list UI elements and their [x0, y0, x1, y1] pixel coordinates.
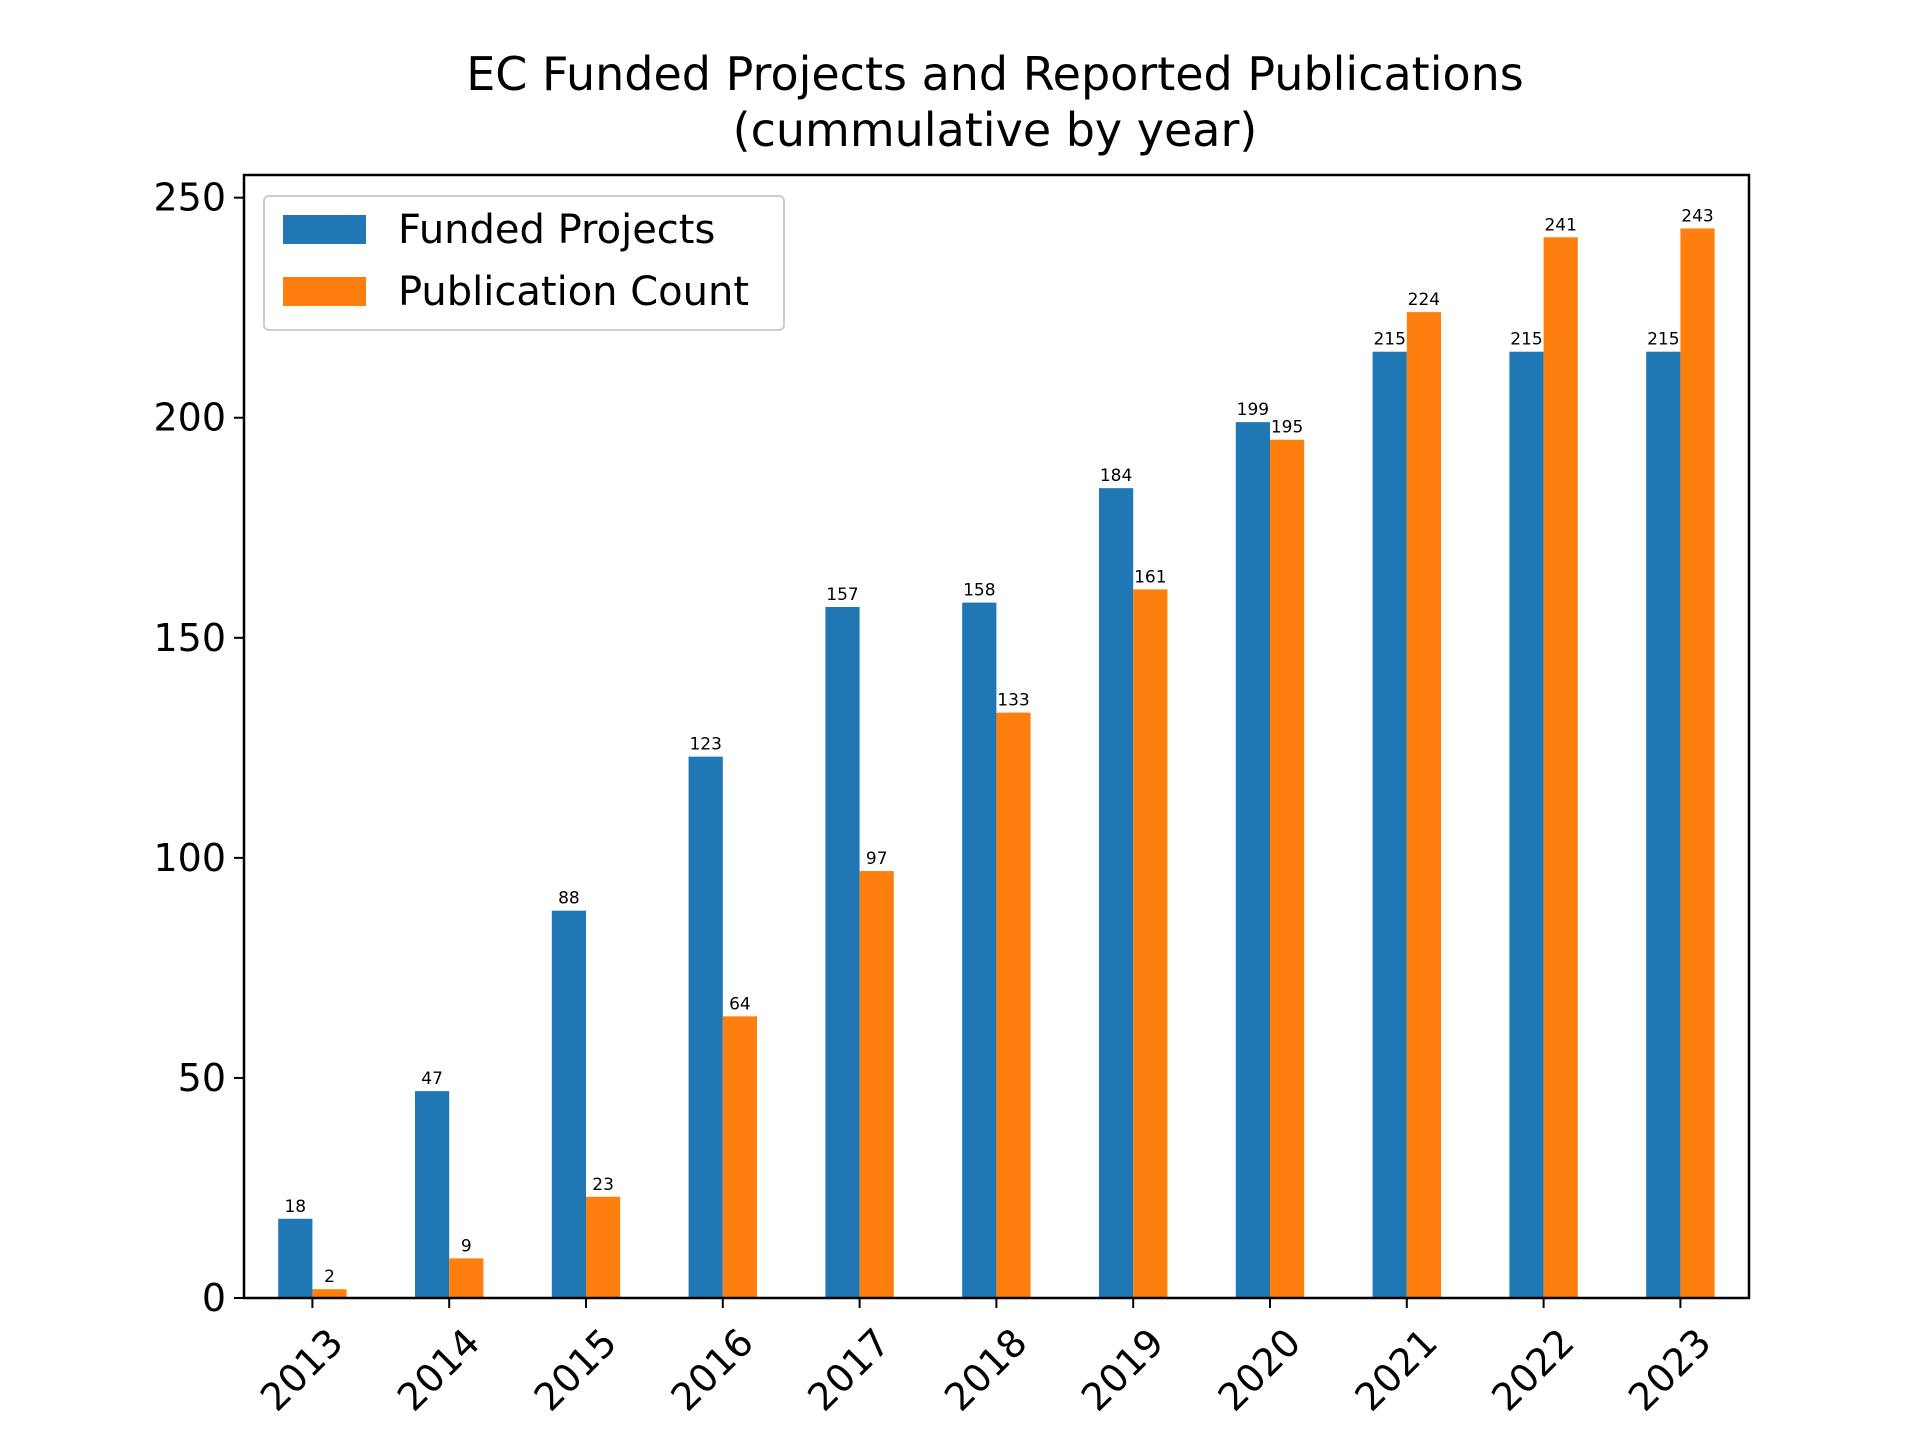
legend-label-publication-count: Publication Count	[398, 269, 749, 315]
bar-publication-count-2017	[859, 871, 894, 1298]
y-tick-label: 0	[202, 1276, 226, 1320]
bar-value-label-publication-count-2022: 241	[1544, 215, 1576, 235]
bar-funded-projects-2019	[1099, 488, 1134, 1299]
x-tick-label-2021: 2021	[1346, 1320, 1446, 1420]
bar-funded-projects-2015	[551, 910, 586, 1298]
y-tick-label: 250	[153, 176, 226, 220]
bar-value-label-funded-projects-2020: 199	[1237, 400, 1269, 420]
bar-value-label-publication-count-2017: 97	[866, 849, 888, 869]
bars-layer	[278, 228, 1715, 1299]
x-tick-label-2022: 2022	[1483, 1320, 1583, 1420]
bar-funded-projects-2013	[278, 1218, 313, 1298]
bar-value-label-publication-count-2021: 224	[1408, 290, 1440, 310]
x-tick-label-2017: 2017	[799, 1320, 899, 1420]
x-tick-label-2016: 2016	[662, 1320, 762, 1420]
bar-publication-count-2019	[1133, 589, 1168, 1298]
legend-label-funded-projects: Funded Projects	[398, 207, 715, 253]
bar-publication-count-2016	[722, 1016, 757, 1298]
bar-publication-count-2021	[1406, 312, 1441, 1298]
bar-funded-projects-2023	[1646, 351, 1681, 1298]
bar-value-label-publication-count-2016: 64	[729, 994, 751, 1014]
x-tick-label-2013: 2013	[252, 1320, 352, 1420]
bar-funded-projects-2021	[1372, 351, 1407, 1298]
bar-value-label-funded-projects-2016: 123	[689, 735, 721, 755]
bar-publication-count-2020	[1270, 439, 1305, 1299]
bar-value-label-funded-projects-2014: 47	[421, 1069, 443, 1089]
bar-value-label-publication-count-2019: 161	[1134, 567, 1166, 587]
bar-value-label-funded-projects-2023: 215	[1647, 330, 1679, 350]
bar-value-label-publication-count-2014: 9	[461, 1236, 472, 1256]
bar-funded-projects-2016	[688, 756, 723, 1298]
y-tick-label: 150	[153, 616, 226, 660]
bar-value-label-funded-projects-2018: 158	[963, 581, 995, 601]
x-tick-label-2023: 2023	[1620, 1320, 1720, 1420]
bar-value-label-funded-projects-2022: 215	[1510, 330, 1542, 350]
x-tick-label-2018: 2018	[936, 1320, 1036, 1420]
bar-funded-projects-2017	[825, 606, 860, 1298]
bar-value-label-publication-count-2015: 23	[592, 1175, 614, 1195]
bar-publication-count-2015	[586, 1196, 621, 1298]
chart-subtitle: (cummulative by year)	[733, 103, 1258, 157]
x-tick-label-2015: 2015	[526, 1320, 626, 1420]
bar-publication-count-2018	[996, 712, 1031, 1298]
bar-funded-projects-2014	[415, 1091, 450, 1298]
x-axis: 2013 2014 2015 2016 2017 2018 2019 2020 2021 2022…	[252, 1298, 1720, 1420]
legend-swatch-funded-projects	[283, 215, 366, 244]
y-tick-label: 200	[153, 396, 226, 440]
bar-value-label-publication-count-2023: 243	[1681, 206, 1713, 226]
bar-value-label-funded-projects-2015: 88	[558, 889, 580, 909]
bar-value-label-publication-count-2018: 133	[997, 691, 1029, 711]
y-axis: 0 50 100 150 200 250	[153, 176, 244, 1320]
legend-box	[263, 195, 785, 331]
chart-title: EC Funded Projects and Reported Publicat…	[466, 47, 1524, 101]
y-tick-label: 50	[178, 1056, 226, 1100]
bar-value-label-funded-projects-2017: 157	[826, 585, 858, 605]
x-tick-label-2020: 2020	[1210, 1320, 1310, 1420]
bar-publication-count-2023	[1680, 228, 1715, 1298]
y-tick-label: 100	[153, 836, 226, 880]
x-tick-label-2019: 2019	[1073, 1320, 1173, 1420]
bar-value-label-funded-projects-2019: 184	[1100, 466, 1132, 486]
bar-publication-count-2014	[449, 1258, 484, 1298]
legend: Funded Projects Publication Count	[263, 195, 785, 331]
x-tick-label-2014: 2014	[389, 1320, 489, 1420]
bar-labels-layer: 18 47 88 123 157 158 184 199 215 215 215 2 9 23 64 97 13…	[284, 206, 1713, 1287]
bar-funded-projects-2018	[962, 602, 997, 1298]
bar-funded-projects-2020	[1235, 422, 1270, 1298]
bar-value-label-funded-projects-2013: 18	[284, 1197, 306, 1217]
bar-funded-projects-2022	[1509, 351, 1544, 1298]
bar-value-label-funded-projects-2021: 215	[1373, 330, 1405, 350]
legend-swatch-publication-count	[283, 277, 366, 306]
bar-publication-count-2013	[312, 1289, 347, 1298]
bar-value-label-publication-count-2020: 195	[1271, 418, 1303, 438]
bar-publication-count-2022	[1543, 237, 1578, 1299]
bar-value-label-publication-count-2013: 2	[324, 1267, 335, 1287]
